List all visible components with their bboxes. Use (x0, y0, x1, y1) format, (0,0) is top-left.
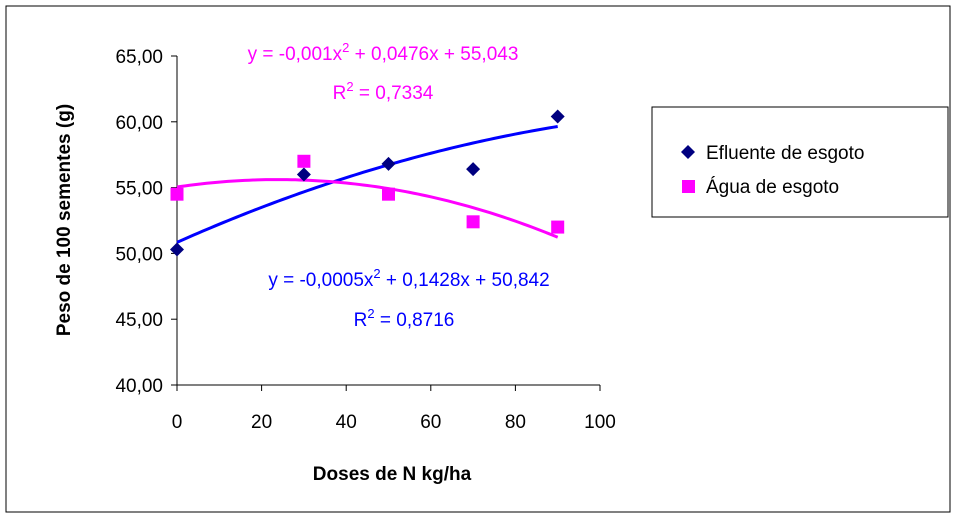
x-tick-label: 20 (251, 412, 272, 433)
r2-efluente: R2 = 0,8716 (354, 306, 455, 331)
y-tick-label: 40,00 (115, 376, 163, 397)
point-series-0 (550, 109, 565, 124)
legend: Efluente de esgoto Água de esgoto (651, 106, 949, 218)
point-series-0 (381, 156, 396, 171)
y-tick-label: 60,00 (115, 113, 163, 134)
x-tick-label: 80 (505, 412, 526, 433)
y-tick-label: 55,00 (115, 179, 163, 200)
x-tick-label: 0 (172, 412, 183, 433)
point-series-1 (551, 220, 565, 234)
y-axis-title: Peso de 100 sementes (g) (54, 104, 75, 336)
trendline-group (176, 125, 559, 244)
x-tick-label: 60 (420, 412, 441, 433)
legend-label-efluente: Efluente de esgoto (706, 143, 864, 164)
x-tick-label: 40 (336, 412, 357, 433)
point-series-1 (170, 187, 184, 201)
points-group (170, 109, 565, 257)
point-series-1 (466, 215, 480, 229)
r2-agua: R2 = 0,7334 (333, 79, 434, 104)
x-tick-label: 100 (584, 412, 616, 433)
y-tick-label: 65,00 (115, 47, 163, 68)
y-tick-group: 40,00 45,00 50,00 55,00 60,00 65,00 (115, 47, 177, 397)
point-series-0 (170, 242, 184, 257)
y-tick-label: 45,00 (115, 310, 163, 331)
equation-agua: y = -0,001x2 + 0,0476x + 55,043 (248, 40, 519, 65)
x-axis-title: Doses de N kg/ha (313, 464, 472, 485)
point-series-0 (466, 162, 481, 177)
point-series-1 (382, 187, 395, 201)
chart-border (5, 5, 951, 513)
legend-marker-agua (682, 180, 695, 193)
legend-label-agua: Água de esgoto (706, 177, 839, 198)
equation-efluente: y = -0,0005x2 + 0,1428x + 50,842 (268, 266, 549, 291)
trendline-series-0 (176, 125, 558, 244)
point-series-0 (296, 167, 311, 182)
trendline-series-1 (176, 178, 559, 239)
x-tick-group: 0 20 40 60 80 100 (172, 385, 616, 433)
y-tick-label: 50,00 (115, 244, 163, 265)
legend-box (651, 106, 949, 218)
legend-marker-efluente (681, 145, 695, 159)
point-series-1 (297, 154, 311, 168)
